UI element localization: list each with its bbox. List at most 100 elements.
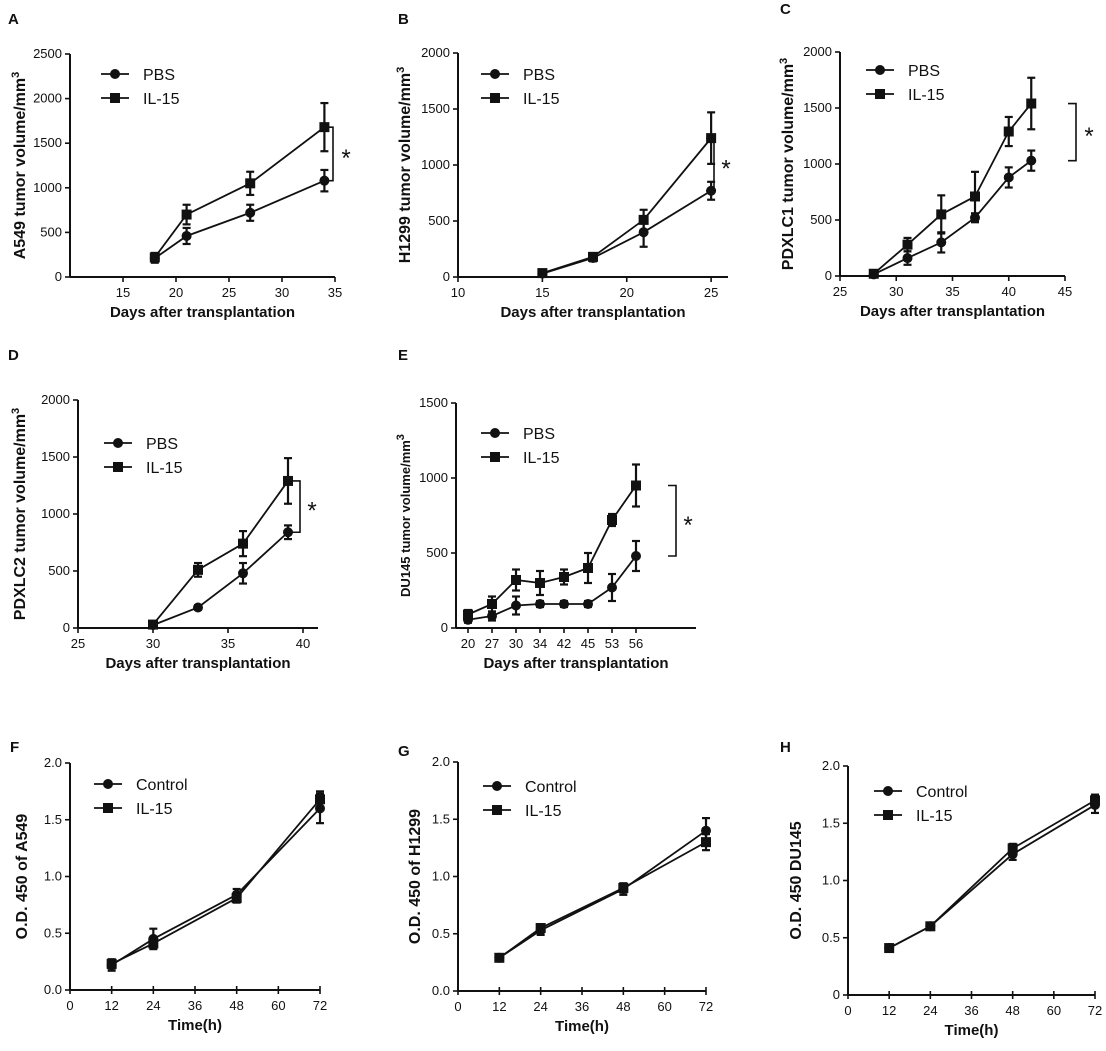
- chart-panel-e: E 0 500 1000 1500 20 27 30 34 42 45 53 56 Days after …: [395, 347, 696, 672]
- y-tick-label: 0.0: [44, 982, 62, 997]
- x-tick-label: 35: [945, 284, 959, 299]
- data-point: [106, 958, 117, 969]
- bracket-line: [1068, 102, 1077, 162]
- y-tick-label: 1500: [803, 100, 832, 115]
- legend-marker: [490, 69, 500, 79]
- legend-label: Control: [525, 779, 577, 796]
- y-tick-label: 2500: [33, 46, 62, 61]
- data-point: [559, 572, 569, 582]
- significance-bracket: *: [1068, 102, 1094, 162]
- panel-letter: B: [398, 11, 409, 28]
- data-point: [245, 178, 256, 189]
- y-tick-label: 2000: [41, 392, 70, 407]
- series-line: [154, 126, 325, 258]
- legend: Control IL-15: [94, 777, 188, 818]
- data-point: [315, 794, 325, 805]
- legend-marker: [875, 65, 885, 75]
- y-tick-label: 0.5: [432, 926, 450, 941]
- x-axis-title: Days after transplantation: [110, 304, 295, 321]
- legend-label: PBS: [523, 67, 555, 84]
- legend-label: PBS: [523, 426, 555, 443]
- data-point: [494, 952, 505, 963]
- x-tick-label: 36: [575, 999, 589, 1014]
- x-tick-label: 24: [533, 999, 547, 1014]
- significance-star: *: [341, 145, 350, 172]
- x-tick-label: 40: [1002, 284, 1016, 299]
- data-point: [884, 943, 895, 954]
- data-point: [902, 253, 913, 264]
- legend-marker: [103, 803, 113, 813]
- data-point: [868, 268, 879, 279]
- series-line: [152, 480, 289, 626]
- x-tick-label: 0: [454, 999, 461, 1014]
- y-tick-label: 0: [833, 987, 840, 1002]
- chart-panel-h: H 0 0.5 1.0 1.5 2.0 0 12 24 36 48 60 72 Time(h) O.D. 4…: [780, 739, 1102, 1039]
- x-tick-label: 25: [71, 636, 85, 651]
- chart-panel-d: D 0 500 1000 1500 2000 25 30 35 40 Days after tran…: [8, 347, 318, 672]
- x-tick-label: 53: [605, 636, 619, 651]
- legend: PBS IL-15: [481, 67, 560, 108]
- y-tick-label: 1500: [421, 101, 450, 116]
- data-point: [902, 239, 913, 250]
- data-point: [1007, 843, 1018, 854]
- x-tick-label: 48: [616, 999, 630, 1014]
- data-point: [193, 564, 203, 575]
- y-tick-label: 1500: [41, 449, 70, 464]
- series-pbs: [148, 524, 293, 631]
- legend-label: IL-15: [136, 801, 173, 818]
- y-tick-label: 0.5: [44, 925, 62, 940]
- y-tick-label: 1.5: [44, 812, 62, 827]
- data-point: [535, 578, 545, 588]
- significance-bracket: *: [292, 480, 317, 534]
- x-tick-label: 30: [509, 636, 523, 651]
- legend-label: IL-15: [523, 450, 560, 467]
- y-tick-label: 0: [825, 268, 832, 283]
- data-point: [283, 475, 293, 486]
- x-axis-title: Days after transplantation: [860, 303, 1045, 320]
- data-point: [936, 209, 947, 220]
- x-tick-label: 60: [1047, 1003, 1061, 1018]
- data-point: [1026, 155, 1037, 166]
- chart-panel-f: F 0.0 0.5 1.0 1.5 2.0 0 12 24 36 48 60 72 Time(h) O.D.…: [10, 739, 327, 1034]
- y-tick-label: 1.0: [44, 869, 62, 884]
- y-tick-label: 2.0: [822, 758, 840, 773]
- x-tick-label: 34: [533, 636, 547, 651]
- x-tick-label: 20: [169, 285, 183, 300]
- significance-bracket: *: [325, 126, 351, 182]
- significance-star: *: [721, 155, 730, 182]
- data-point: [535, 923, 546, 934]
- legend-marker: [883, 786, 893, 796]
- data-point: [193, 602, 203, 613]
- legend: PBS IL-15: [104, 436, 183, 477]
- data-point: [511, 600, 521, 611]
- series-il-15: [494, 833, 711, 963]
- series-line: [542, 137, 712, 274]
- chart-panel-b: B 0 500 1000 1500 2000 10 15 20 25 Days after tran…: [395, 11, 731, 321]
- series-il-15: [868, 76, 1037, 279]
- data-point: [1003, 172, 1014, 183]
- x-tick-label: 12: [882, 1003, 896, 1018]
- series-line: [498, 841, 707, 959]
- x-tick-label: 20: [461, 636, 475, 651]
- data-point: [537, 268, 548, 279]
- y-tick-label: 1500: [33, 135, 62, 150]
- significance-star: *: [307, 498, 316, 525]
- data-point: [559, 599, 569, 609]
- panel-letter: E: [398, 347, 408, 364]
- panel-letter: C: [780, 1, 791, 18]
- data-point: [631, 551, 641, 561]
- series-pbs: [868, 149, 1037, 280]
- data-point: [936, 237, 947, 248]
- y-axis-title: O.D. 450 DU145: [788, 821, 805, 939]
- y-axis-title: O.D. 450 of A549: [14, 814, 31, 940]
- panel-letter: D: [8, 347, 19, 364]
- x-tick-label: 25: [704, 285, 718, 300]
- y-tick-label: 500: [40, 224, 62, 239]
- y-tick-label: 2000: [803, 44, 832, 59]
- data-point: [231, 893, 242, 904]
- y-axis-title-superscript: 3: [10, 408, 22, 414]
- data-point: [701, 837, 711, 848]
- x-tick-label: 0: [66, 998, 73, 1013]
- legend: PBS IL-15: [101, 67, 180, 108]
